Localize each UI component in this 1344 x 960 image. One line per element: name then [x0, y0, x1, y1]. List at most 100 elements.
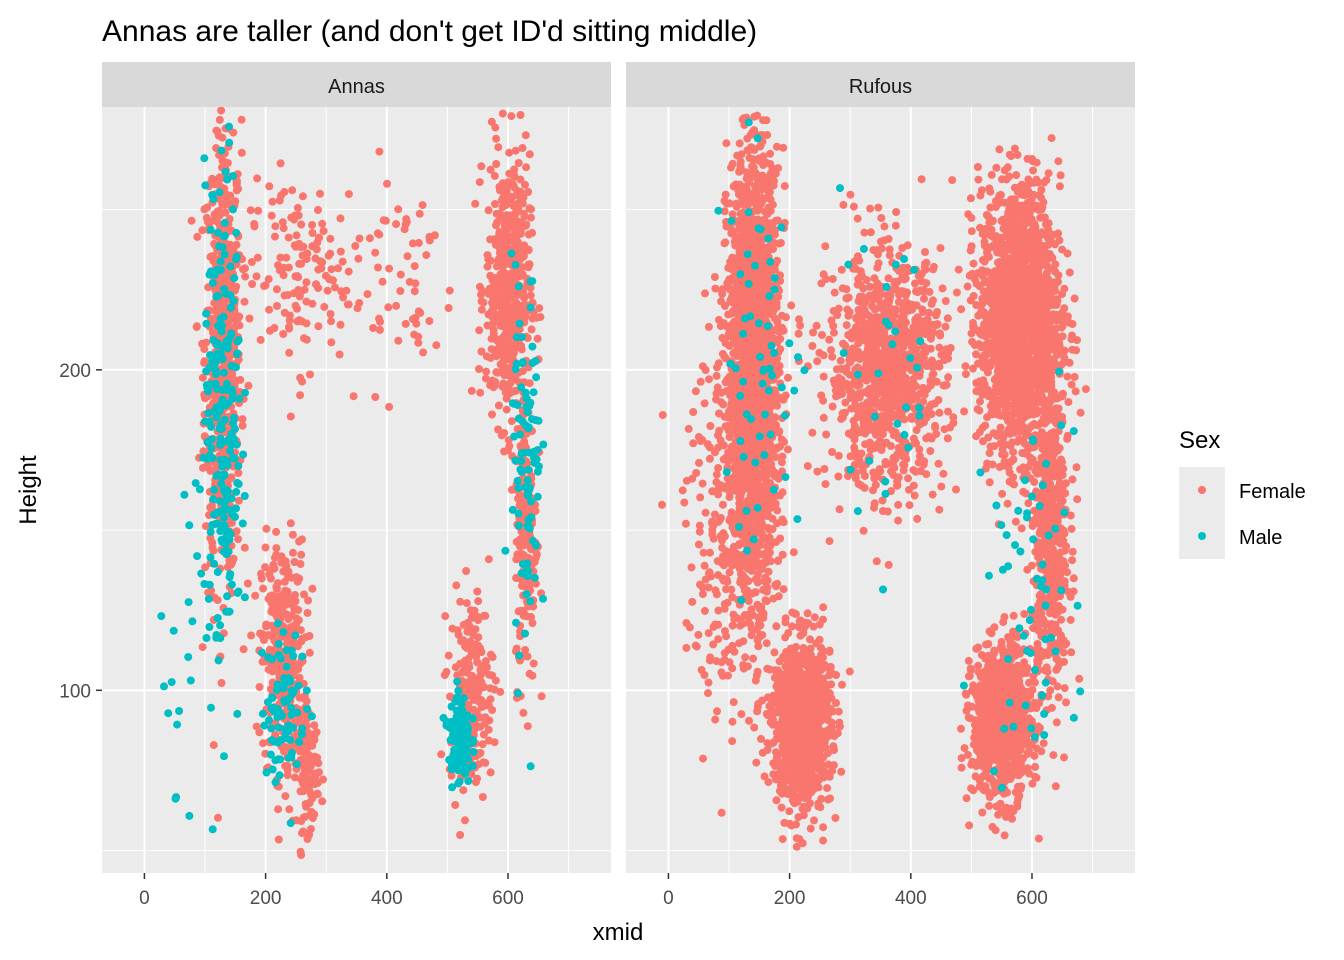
point-female	[285, 324, 294, 333]
point-female	[518, 144, 527, 152]
point-female	[734, 185, 742, 194]
point-female	[264, 665, 273, 674]
point-female	[482, 367, 491, 376]
point-female	[481, 758, 490, 767]
point-female	[336, 214, 345, 223]
point-male	[282, 646, 291, 655]
point-female	[741, 348, 749, 357]
point-female	[488, 706, 497, 714]
point-female	[478, 740, 487, 749]
point-female	[271, 232, 279, 241]
point-female	[410, 262, 419, 271]
point-female	[396, 270, 405, 279]
point-female	[289, 548, 297, 557]
point-male	[208, 356, 217, 365]
point-female	[371, 248, 380, 257]
point-male	[517, 449, 526, 458]
point-female	[248, 280, 257, 288]
point-male	[464, 777, 473, 785]
point-female	[201, 522, 210, 531]
point-female	[464, 678, 473, 687]
point-female	[296, 373, 305, 382]
point-female	[772, 622, 781, 631]
point-male	[219, 368, 228, 377]
point-female	[500, 371, 509, 380]
point-female	[474, 641, 482, 650]
point-female	[232, 282, 241, 291]
point-male	[529, 453, 538, 462]
point-female	[209, 252, 218, 260]
point-male	[268, 765, 277, 774]
point-male	[276, 709, 285, 718]
point-male	[217, 327, 226, 336]
point-male	[220, 752, 228, 761]
point-male	[521, 388, 530, 397]
point-male	[273, 619, 282, 628]
point-female	[714, 490, 723, 499]
point-female	[400, 225, 409, 234]
point-female	[498, 358, 507, 367]
point-male	[271, 778, 280, 787]
point-male	[233, 349, 242, 358]
point-female	[232, 186, 241, 195]
point-female	[299, 813, 308, 822]
point-male	[202, 309, 211, 318]
point-female	[314, 206, 322, 214]
point-male	[216, 257, 225, 266]
point-female	[452, 581, 461, 590]
point-male	[213, 568, 222, 576]
point-male	[460, 764, 469, 773]
point-female	[516, 111, 525, 119]
point-male	[226, 446, 235, 455]
point-female	[744, 146, 753, 155]
point-female	[208, 538, 217, 547]
point-female	[477, 162, 486, 171]
point-female	[459, 636, 468, 645]
point-female	[740, 539, 749, 548]
point-male	[201, 181, 210, 190]
point-female	[298, 192, 307, 201]
point-female	[535, 304, 544, 313]
point-male	[234, 462, 243, 470]
point-male	[171, 794, 180, 803]
point-male	[216, 434, 225, 443]
point-female	[277, 558, 286, 567]
point-female	[506, 198, 515, 207]
point-female	[779, 143, 788, 152]
point-male	[213, 228, 222, 237]
point-female	[735, 564, 744, 573]
point-female	[444, 651, 453, 660]
point-female	[488, 671, 497, 680]
point-female	[762, 116, 771, 125]
point-female	[446, 692, 454, 701]
point-female	[344, 267, 353, 276]
point-male	[184, 598, 193, 607]
point-female	[512, 191, 521, 199]
point-female	[312, 245, 321, 254]
point-female	[447, 771, 456, 780]
point-male	[451, 697, 460, 706]
point-female	[758, 185, 767, 193]
point-female	[725, 275, 734, 284]
point-male	[454, 766, 462, 775]
point-female	[312, 280, 321, 289]
point-female	[476, 388, 485, 397]
point-female	[230, 376, 239, 385]
point-female	[525, 150, 534, 159]
point-male	[222, 550, 231, 559]
point-male	[220, 218, 229, 227]
point-female	[234, 535, 243, 544]
point-female	[292, 573, 301, 582]
point-female	[463, 627, 472, 636]
point-female	[247, 258, 256, 266]
point-female	[776, 491, 784, 500]
point-female	[198, 373, 207, 382]
point-male	[279, 684, 288, 693]
point-female	[288, 530, 297, 539]
point-female	[495, 186, 504, 195]
point-male	[274, 639, 283, 648]
point-female	[410, 287, 419, 296]
point-female	[486, 768, 495, 777]
point-female	[284, 638, 293, 647]
point-female	[445, 286, 454, 295]
